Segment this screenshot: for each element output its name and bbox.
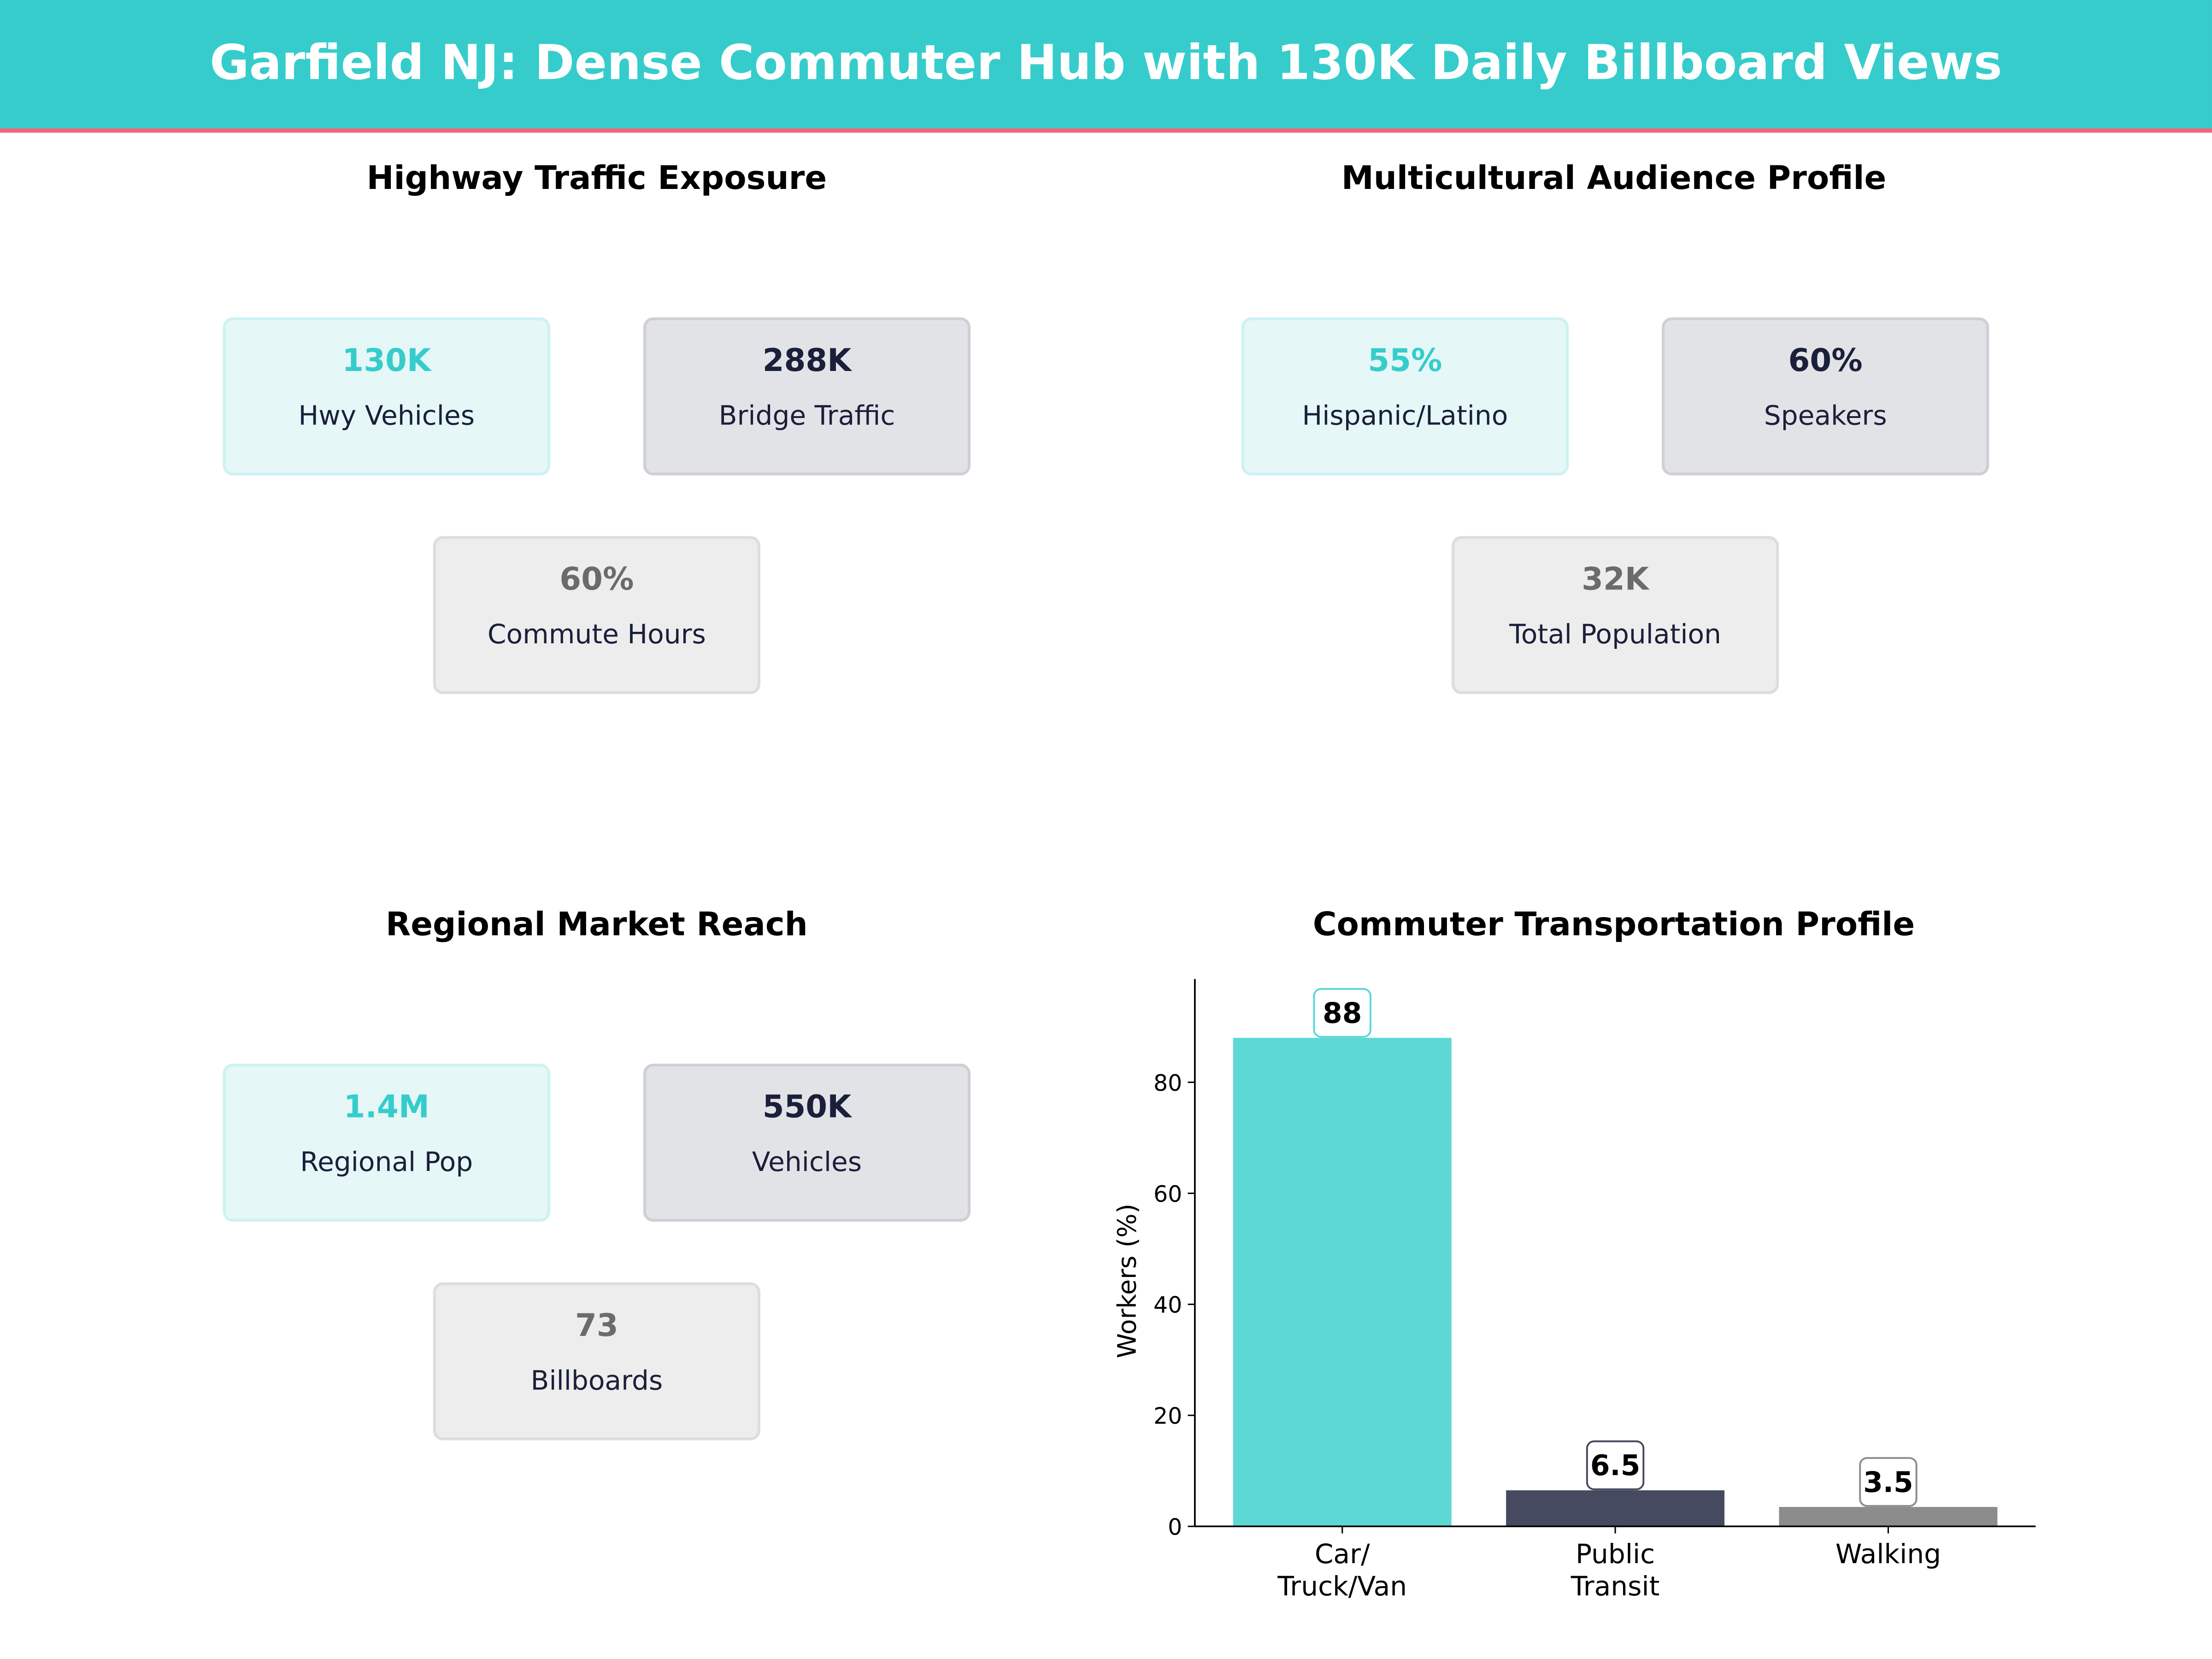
panel-title-highway: Highway Traffic Exposure [366, 160, 827, 198]
stat-label: Speakers [1764, 400, 1887, 432]
stat-card: 55% Hispanic/Latino [1241, 317, 1569, 476]
stat-value: 288K [762, 344, 852, 380]
stat-value: 55% [1368, 344, 1442, 380]
x-tick-label: Transit [1571, 1571, 1660, 1602]
data-label-box [1859, 1457, 1918, 1507]
stat-card: 288K Bridge Traffic [643, 317, 971, 476]
stat-value: 32K [1582, 563, 1649, 598]
stat-card: 130K Hwy Vehicles [223, 317, 550, 476]
stat-label: Billboards [530, 1365, 663, 1397]
stat-label: Total Population [1509, 619, 1722, 651]
stat-value: 1.4M [343, 1090, 429, 1126]
page-title: Garfield NJ: Dense Commuter Hub with 130… [210, 35, 2002, 92]
y-tick-label: 20 [1153, 1403, 1182, 1430]
stat-value: 60% [1788, 344, 1863, 380]
y-axis-label: Workers (%) [1112, 1204, 1141, 1359]
bar [1506, 1490, 1725, 1527]
stat-card: 1.4M Regional Pop [223, 1064, 550, 1222]
x-tick-label: Car/ [1315, 1538, 1370, 1570]
data-label-box [1313, 988, 1371, 1038]
data-label: 3.5 [1863, 1466, 1913, 1499]
y-tick-label: 0 [1168, 1514, 1182, 1541]
data-label: 6.5 [1590, 1449, 1640, 1482]
panel-title-multicultural: Multicultural Audience Profile [1341, 160, 1887, 198]
stat-card: 550K Vehicles [643, 1064, 971, 1222]
x-tick-label: Truck/Van [1277, 1571, 1407, 1602]
y-tick-label: 80 [1153, 1070, 1182, 1096]
bar [1779, 1507, 1998, 1527]
stat-label: Regional Pop [300, 1147, 473, 1178]
data-label: 88 [1323, 997, 1362, 1030]
x-tick-label: Public [1576, 1538, 1655, 1570]
stat-value: 130K [342, 344, 431, 380]
stat-value: 73 [575, 1309, 618, 1345]
stat-label: Commute Hours [487, 619, 706, 651]
data-label-box [1586, 1440, 1645, 1490]
stat-card: 60% Speakers [1662, 317, 1989, 476]
stat-label: Hwy Vehicles [298, 400, 475, 432]
stat-label: Bridge Traffic [718, 400, 895, 432]
panel-title-regional: Regional Market Reach [386, 907, 808, 944]
stat-label: Hispanic/Latino [1302, 400, 1508, 432]
x-tick-label: Walking [1835, 1538, 1941, 1570]
stat-value: 550K [762, 1090, 852, 1126]
header-banner: Garfield NJ: Dense Commuter Hub with 130… [0, 0, 2212, 133]
stat-value: 60% [559, 563, 634, 598]
stat-card: 73 Billboards [433, 1282, 760, 1441]
y-tick-label: 60 [1153, 1181, 1182, 1207]
stat-card: 32K Total Population [1451, 536, 1779, 694]
chart-title: Commuter Transportation Profile [1312, 907, 1915, 944]
bar [1233, 1038, 1452, 1527]
stat-label: Vehicles [752, 1147, 862, 1178]
stat-card: 60% Commute Hours [433, 536, 760, 694]
y-tick-label: 40 [1153, 1292, 1182, 1318]
